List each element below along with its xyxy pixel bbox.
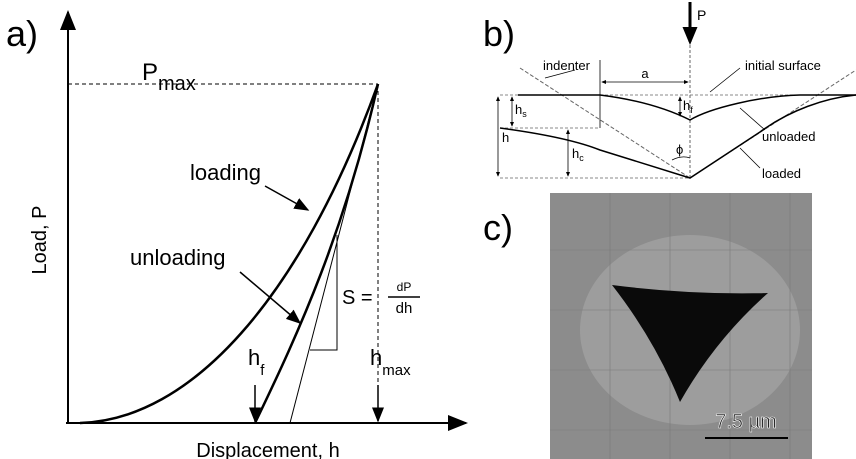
loaded-label: loaded <box>762 166 801 181</box>
panel-label: a) <box>6 13 38 54</box>
indenter-left <box>520 68 690 178</box>
hs-label: hs <box>515 102 527 119</box>
hmax-label: hmax <box>370 345 411 379</box>
pmax-label: Pmax <box>142 59 196 95</box>
h-label: h <box>502 130 509 145</box>
indenter-label: indenter <box>543 58 591 73</box>
a-label: a <box>641 66 649 81</box>
surface-leader <box>710 68 740 92</box>
hmax-sub: max <box>382 362 411 379</box>
loading-curve <box>80 84 378 423</box>
x-axis-title: Displacement, h <box>196 440 339 459</box>
tangent-line <box>290 84 378 423</box>
hs-main: h <box>515 102 522 117</box>
pmax-sub: max <box>158 73 196 95</box>
loaded-leader <box>740 148 760 168</box>
hc-label: hc <box>572 146 584 163</box>
stiffness-den: dh <box>396 300 413 317</box>
hf-main: h <box>248 345 260 370</box>
panel-a-text: a) Load, P Displacement, h Pmax loading … <box>6 13 412 459</box>
stiffness-num: dP <box>397 280 412 294</box>
scale-label: 7.5 µm <box>715 411 777 433</box>
panel-label: b) <box>483 13 515 54</box>
panel-c: c) 7.5 µm <box>483 193 812 459</box>
unloading-label: unloading <box>130 245 225 270</box>
phi-label: ϕ <box>676 142 683 157</box>
unloaded-leader <box>740 108 765 130</box>
y-axis-title: Load, P <box>29 206 51 275</box>
phi-arc <box>672 157 690 160</box>
hf-main: h <box>683 98 690 113</box>
load-label: P <box>697 7 706 23</box>
hf-label: hf <box>683 98 693 115</box>
loading-arrow <box>265 186 308 210</box>
hc-main: h <box>572 146 579 161</box>
unloaded-label: unloaded <box>762 129 816 144</box>
hf-sub: f <box>690 105 693 115</box>
hf-label: hf <box>248 345 265 379</box>
hmax-main: h <box>370 345 382 370</box>
panel-b-text: b) P indenter a initial surface hs hf h … <box>483 7 821 181</box>
panel-label: c) <box>483 207 513 248</box>
unloading-arrow <box>240 272 300 323</box>
figure: a) Load, P Displacement, h Pmax loading … <box>0 0 856 459</box>
hs-sub: s <box>522 109 527 119</box>
loading-label: loading <box>190 160 261 185</box>
hf-sub: f <box>260 362 265 379</box>
pmax-main: P <box>142 59 158 86</box>
hc-sub: c <box>579 153 584 163</box>
initial-surface-label: initial surface <box>745 58 821 73</box>
stiffness-lhs: S = <box>342 287 373 309</box>
